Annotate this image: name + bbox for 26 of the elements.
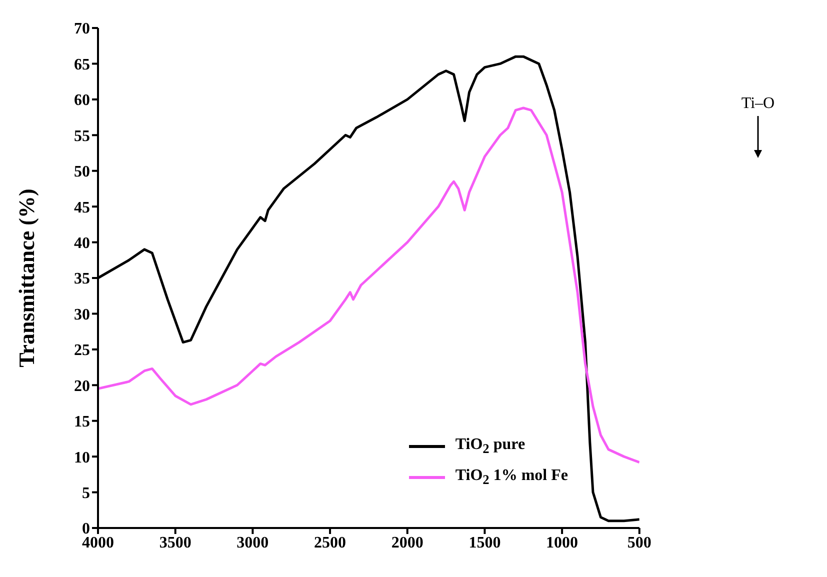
x-tick-label: 2000 [391, 534, 424, 552]
y-tick-label: 20 [74, 378, 90, 395]
text: Ti–O [741, 95, 775, 112]
y-tick-label: 10 [74, 449, 90, 466]
y-tick-label: 40 [74, 234, 90, 252]
y-tick-label: 70 [74, 20, 90, 38]
x-tick-label: 3000 [236, 534, 269, 552]
y-tick-label: 5 [82, 484, 90, 502]
legend-label: TiO$_{2}$ pure [455, 436, 526, 457]
y-tick-label: 15 [74, 414, 90, 431]
y-tick-label: 50 [74, 164, 90, 181]
x-tick-label: 1000 [546, 534, 578, 552]
y-tick-label: 65 [74, 56, 90, 74]
y-tick-label: 60 [74, 92, 90, 110]
y-axis-title: Transmittance (%) [14, 188, 39, 368]
y-tick-label: 55 [74, 128, 90, 145]
x-tick-label: 3500 [159, 534, 192, 552]
y-tick-label: 25 [74, 342, 90, 360]
x-tick-label: 500 [627, 534, 652, 552]
y-tick-label: 45 [74, 199, 90, 216]
line-series [98, 106, 640, 464]
y-tick-label: 30 [74, 306, 90, 324]
x-tick-label: 1500 [468, 534, 501, 552]
y-tick-label: 35 [74, 270, 90, 288]
legend-label: TiO$_{2}$ 1% mol Fe [455, 466, 568, 488]
x-tick-label: 2500 [314, 534, 346, 552]
